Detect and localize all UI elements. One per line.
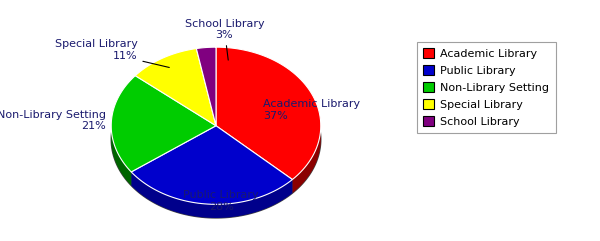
Text: Academic Library
37%: Academic Library 37% xyxy=(263,99,360,121)
Polygon shape xyxy=(111,61,321,218)
Polygon shape xyxy=(135,48,216,126)
Polygon shape xyxy=(111,76,216,172)
Legend: Academic Library, Public Library, Non-Library Setting, Special Library, School L: Academic Library, Public Library, Non-Li… xyxy=(416,42,556,133)
Text: Special Library
11%: Special Library 11% xyxy=(55,40,169,67)
Polygon shape xyxy=(216,47,321,180)
Polygon shape xyxy=(196,47,216,126)
Polygon shape xyxy=(111,122,131,186)
Polygon shape xyxy=(131,126,292,204)
Polygon shape xyxy=(292,123,321,193)
Text: School Library
3%: School Library 3% xyxy=(185,19,264,60)
Text: Non-Library Setting
21%: Non-Library Setting 21% xyxy=(0,110,106,131)
Text: Public Library
28%: Public Library 28% xyxy=(184,190,259,212)
Polygon shape xyxy=(131,172,292,218)
